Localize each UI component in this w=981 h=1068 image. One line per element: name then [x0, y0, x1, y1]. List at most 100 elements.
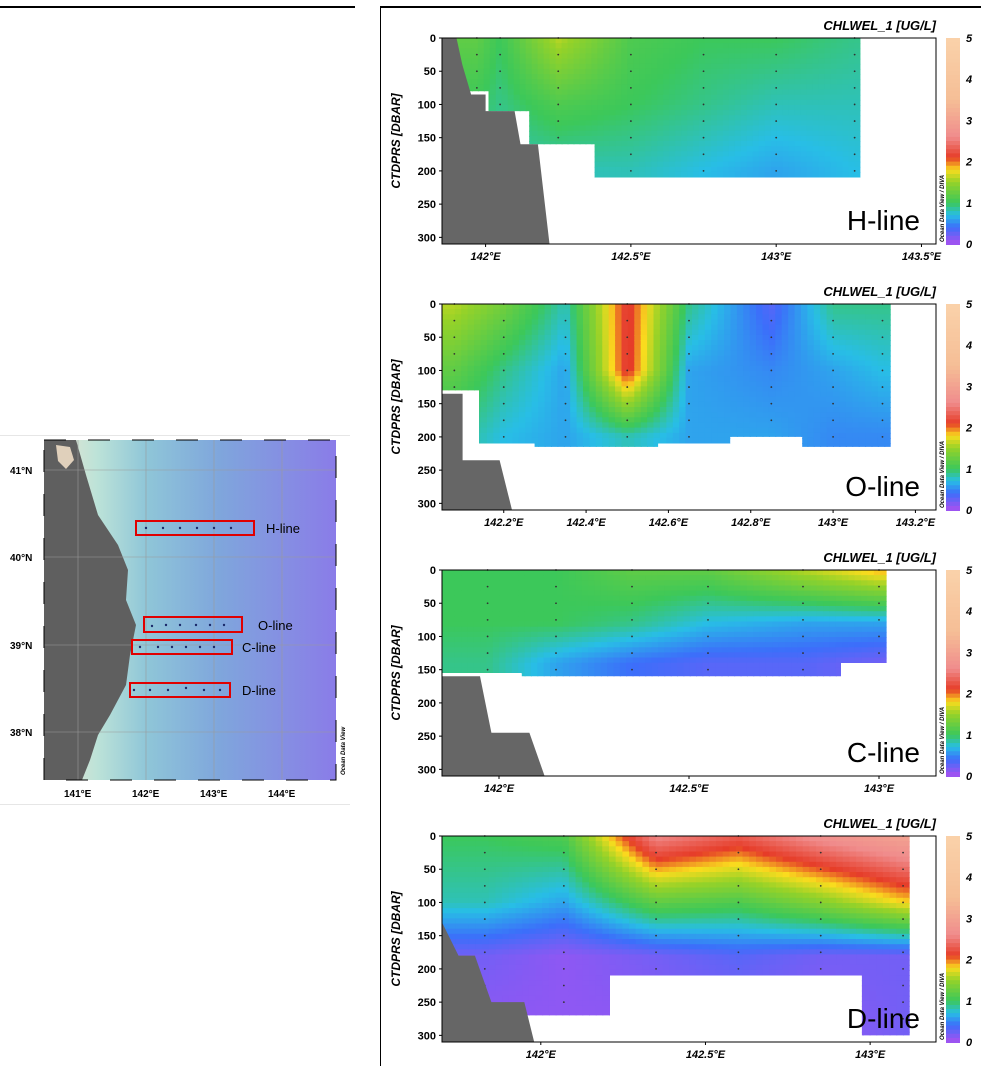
station-sample-point: [707, 636, 709, 638]
station-sample-point: [630, 54, 632, 56]
station-sample-point: [565, 386, 567, 388]
station-sample-point: [499, 87, 501, 89]
station-sample-point: [703, 87, 705, 89]
y-tick-label: 200: [418, 432, 436, 444]
credit-text: Ocean Data View / DIVA: [940, 441, 946, 508]
station-sample-point: [557, 87, 559, 89]
station-sample-point: [655, 935, 657, 937]
station-sample-point: [563, 852, 565, 854]
station-sample-point: [738, 852, 740, 854]
station-sample-point: [703, 120, 705, 122]
colorbar-tick-label: 2: [965, 423, 972, 435]
station-sample-point: [484, 902, 486, 904]
station-sample-point: [453, 386, 455, 388]
map-credit: Ocean Data View: [341, 727, 347, 775]
colorbar-tick-label: 3: [966, 381, 972, 393]
station-sample-point: [854, 104, 856, 106]
y-tick-label: 0: [430, 831, 436, 843]
heatmap-field: [442, 304, 892, 511]
station-sample-point: [631, 619, 633, 621]
colorbar-tick-label: 4: [965, 74, 972, 86]
y-tick-label: 150: [418, 399, 436, 411]
x-tick-label: 142.5°E: [669, 783, 709, 795]
station-sample-point: [770, 419, 772, 421]
station-sample-point: [626, 419, 628, 421]
station-sample-point: [775, 137, 777, 139]
station-sample-point: [738, 885, 740, 887]
plot-title: CHLWEL_1 [UG/L]: [823, 816, 936, 831]
station-sample-point: [557, 104, 559, 106]
map-lat-41: 41°N: [10, 466, 32, 477]
station-sample-point: [476, 54, 478, 56]
station-sample-point: [854, 153, 856, 155]
station-sample-point: [775, 87, 777, 89]
station-sample-point: [487, 619, 489, 621]
y-tick-label: 100: [418, 365, 436, 377]
station-sample-point: [503, 419, 505, 421]
station-sample-point: [882, 370, 884, 372]
station-sample-point: [563, 985, 565, 987]
station-sample-point: [688, 403, 690, 405]
x-tick-label: 143°E: [855, 1049, 886, 1061]
map-lat-40: 40°N: [10, 553, 32, 564]
station-sample-point: [902, 951, 904, 953]
colorbar-tick-label: 4: [965, 606, 972, 618]
colorbar: [946, 836, 960, 1043]
x-tick-label: 143°E: [818, 517, 849, 529]
station-sample-point: [688, 336, 690, 338]
station-sample-point: [655, 852, 657, 854]
station-sample-point: [555, 669, 557, 671]
station-sample-point: [655, 918, 657, 920]
station-sample-point: [738, 968, 740, 970]
station-sample-point: [453, 320, 455, 322]
station-sample-point: [775, 54, 777, 56]
station-sample-point: [630, 70, 632, 72]
station-sample-point: [878, 636, 880, 638]
station-sample-point: [775, 153, 777, 155]
y-tick-label: 300: [418, 764, 436, 776]
station-sample-point: [631, 652, 633, 654]
station-sample-point: [802, 636, 804, 638]
seafloor-bathymetry: [442, 676, 545, 776]
station-sample-point: [707, 669, 709, 671]
y-tick-label: 150: [418, 133, 436, 145]
station-sample-point: [854, 54, 856, 56]
station-sample-point: [820, 868, 822, 870]
plot-title: CHLWEL_1 [UG/L]: [823, 550, 936, 565]
station-sample-point: [565, 370, 567, 372]
station-sample-point: [688, 436, 690, 438]
station-sample-point: [563, 968, 565, 970]
station-sample-point: [555, 602, 557, 604]
station-sample-point: [902, 868, 904, 870]
y-axis-label: CTDPRS [DBAR]: [389, 358, 403, 454]
y-tick-label: 0: [430, 565, 436, 577]
colorbar-tick-label: 5: [966, 33, 973, 45]
station-map: 41°N 40°N 39°N 38°N 141°E 142°E 143°E 14…: [0, 435, 350, 805]
station-sample-point: [563, 885, 565, 887]
map-label-o-line: O-line: [258, 618, 293, 633]
station-sample-point: [563, 902, 565, 904]
y-tick-label: 250: [418, 199, 436, 211]
plot-title: CHLWEL_1 [UG/L]: [823, 284, 936, 299]
station-sample-point: [631, 669, 633, 671]
station-sample-point: [832, 336, 834, 338]
y-axis-label: CTDPRS [DBAR]: [389, 624, 403, 720]
x-tick-label: 143.2°E: [896, 517, 936, 529]
station-sample-point: [503, 386, 505, 388]
station-sample-point: [802, 669, 804, 671]
station-sample-point: [655, 951, 657, 953]
station-sample-point: [557, 120, 559, 122]
station-sample-point: [854, 70, 856, 72]
station-sample-point: [802, 586, 804, 588]
station-sample-point: [770, 336, 772, 338]
x-tick-label: 142.4°E: [566, 517, 606, 529]
station-sample-point: [503, 403, 505, 405]
station-sample-point: [626, 403, 628, 405]
station-sample-point: [738, 935, 740, 937]
colorbar-tick-label: 1: [966, 198, 972, 210]
map-lon-141: 141°E: [64, 789, 92, 800]
colorbar-tick-label: 0: [966, 1037, 973, 1049]
station-sample-point: [626, 370, 628, 372]
